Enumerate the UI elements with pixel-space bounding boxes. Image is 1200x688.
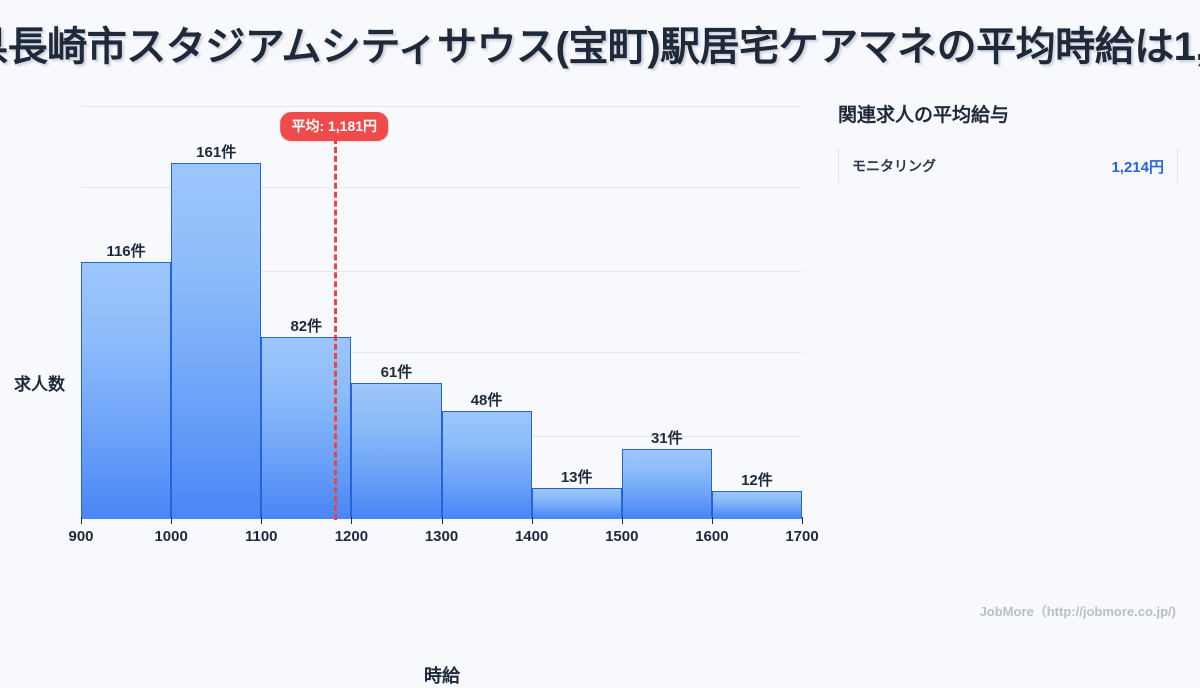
x-axis-tick (351, 517, 353, 524)
histogram-bar[interactable] (81, 261, 172, 517)
bar-value-label: 12件 (741, 471, 773, 489)
x-axis-tick (711, 517, 713, 524)
salary-row-name: モニタリング (852, 158, 936, 174)
x-axis-tick-label: 1700 (785, 528, 819, 545)
gridline (81, 187, 802, 188)
salary-row-value: 1,214円 (1111, 158, 1164, 176)
x-axis-tick (802, 517, 803, 524)
histogram-bar[interactable] (531, 488, 622, 517)
salary-row[interactable]: モニタリング 1,214円 (838, 149, 1178, 183)
histogram-bar[interactable] (261, 336, 352, 517)
bar-value-label: 13件 (560, 469, 593, 487)
gridline (81, 270, 802, 272)
histogram-bar[interactable] (441, 411, 532, 517)
gridline (81, 105, 802, 107)
x-axis-tick (261, 517, 263, 524)
x-axis-tick (171, 517, 173, 524)
x-axis-tick-label: 900 (68, 528, 94, 545)
gridline (81, 352, 802, 353)
bar-value-label: 31件 (650, 429, 683, 447)
related-salary-title: 関連求人の平均給与 (838, 105, 1010, 126)
x-axis-tick (81, 517, 82, 524)
y-axis-title: 求人数 (14, 375, 65, 394)
related-salary-panel: 関連求人の平均給与 モニタリング 1,214円 (838, 100, 1178, 183)
bar-value-label: 82件 (290, 317, 323, 335)
bar-value-label: 116件 (106, 242, 146, 260)
plot-area: 116件 161件 82件 61件 48件 13件 31件 12件 900 1000 1100 120… (68, 98, 819, 599)
average-line (334, 138, 338, 520)
page-title: 長崎県長崎市スタジアムシティサウス(宝町)駅居宅ケアマネの平均時給は1,181円 (0, 25, 1200, 69)
x-axis-title: 時給 (424, 666, 460, 686)
histogram-bar[interactable] (351, 382, 442, 517)
x-axis-tick-label: 1600 (695, 528, 729, 545)
x-axis-tick (441, 517, 443, 524)
footer-credit: JobMore（http://jobmore.co.jp/) (979, 604, 1176, 619)
x-axis-tick-label: 1400 (514, 528, 549, 545)
x-axis-tick-label: 1300 (424, 528, 459, 545)
x-axis-tick-label: 1000 (154, 528, 188, 545)
bar-value-label: 161件 (196, 143, 237, 161)
histogram-bar[interactable] (171, 162, 262, 517)
x-axis-tick-label: 1100 (244, 528, 278, 545)
histogram-chart: 求人数 116件 161件 82件 61件 48件 13件 31件 12件 900 1000 110… (0, 90, 830, 686)
histogram-bar[interactable] (711, 490, 802, 517)
x-axis-tick (621, 517, 623, 524)
bar-value-label: 48件 (470, 392, 503, 410)
histogram-bar[interactable] (621, 448, 712, 517)
related-salary-list: モニタリング 1,214円 (838, 149, 1178, 183)
x-axis-tick-label: 1200 (334, 528, 369, 545)
x-axis-tick (531, 517, 533, 524)
x-axis-tick-label: 1500 (605, 528, 639, 545)
average-badge: 平均: 1,181円 (280, 112, 389, 141)
bar-value-label: 61件 (380, 363, 413, 381)
